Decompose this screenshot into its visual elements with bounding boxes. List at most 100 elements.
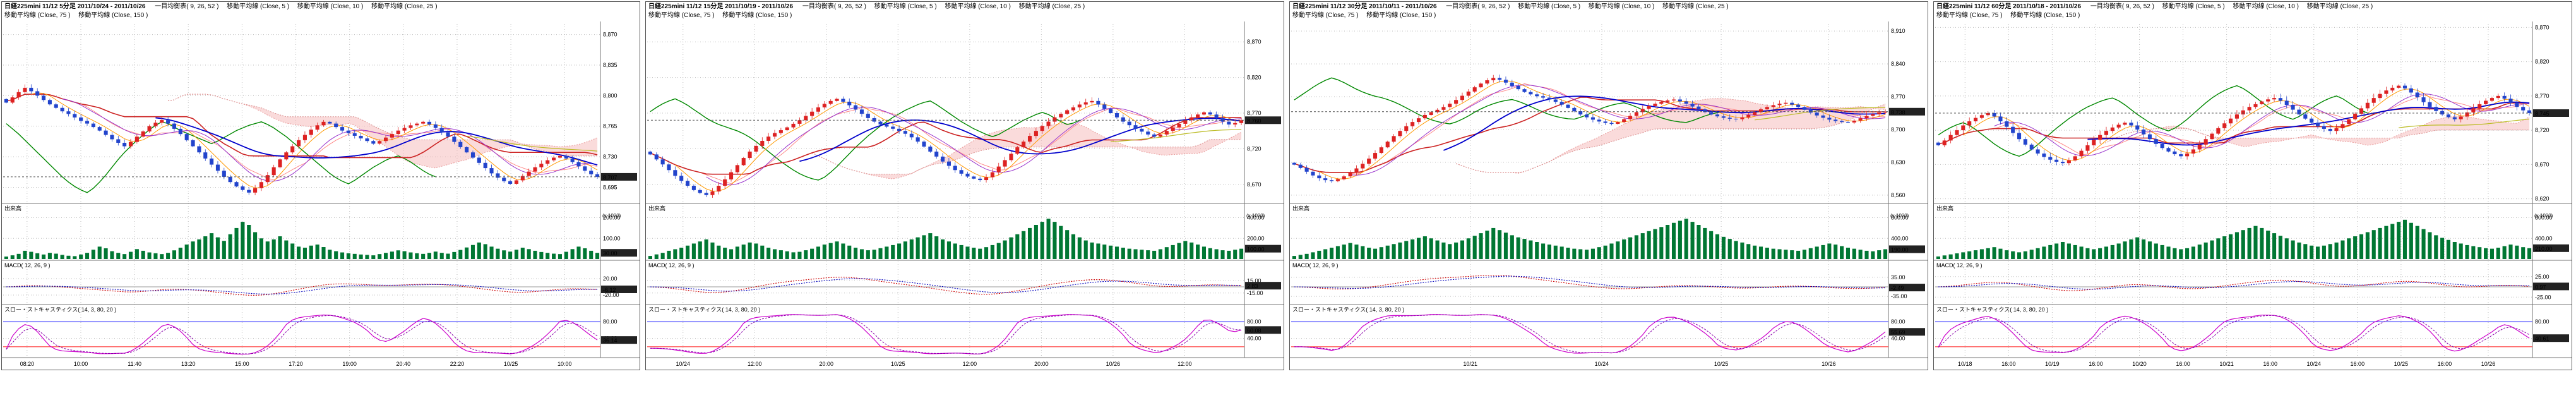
svg-text:8,730: 8,730 (603, 154, 617, 160)
svg-text:8,720: 8,720 (2535, 127, 2549, 133)
svg-text:-2.49: -2.49 (1891, 285, 1904, 291)
svg-text:出来高: 出来高 (648, 205, 665, 212)
svg-text:22:20: 22:20 (450, 361, 465, 367)
price-axis: 8,870 8,820 8,770 8,720 8,670 8,620 (1935, 24, 2549, 202)
moving-average-lines (31, 92, 598, 188)
svg-text:80.00: 80.00 (603, 318, 617, 325)
macd-section: 20.00 -20.00 MACD( 12, 26, 9 ) (3, 262, 619, 298)
svg-text:(x 1000): (x 1000) (1246, 213, 1265, 219)
panel-header: 日経225mini 11/12 60分足 2011/10/18 - 2011/1… (1934, 2, 2572, 21)
svg-text:100.00: 100.00 (1247, 246, 1265, 253)
legend-ma5: 移動平均線 (Close, 5 ) (227, 3, 290, 10)
svg-text:8,770: 8,770 (1891, 94, 1905, 100)
svg-text:20:40: 20:40 (397, 361, 411, 367)
legend-ma5: 移動平均線 (Close, 5 ) (1518, 3, 1581, 10)
svg-text:10/19: 10/19 (2045, 361, 2060, 367)
legend-ma5: 移動平均線 (Close, 5 ) (874, 3, 937, 10)
svg-text:10/25: 10/25 (1714, 361, 1729, 367)
svg-text:8,670: 8,670 (1247, 181, 1261, 188)
svg-text:8,870: 8,870 (1247, 39, 1261, 45)
svg-text:10/26: 10/26 (1822, 361, 1836, 367)
svg-text:190.00: 190.00 (1891, 246, 1909, 253)
legend-ma25: 移動平均線 (Close, 25 ) (1018, 3, 1085, 10)
chart-canvas[interactable]: 8,870 8,820 8,770 8,720 8,670 400.00 200.00 出来高… (646, 21, 1284, 370)
time-axis: 08:20 10:00 11:40 13:20 15:00 17:20 19:00 20:40… (20, 361, 572, 367)
legend-ma10: 移動平均線 (Close, 10 ) (945, 3, 1011, 10)
legend-ma150: 移動平均線 (Close, 150 ) (2010, 12, 2080, 19)
chart-panel-60min: 日経225mini 11/12 60分足 2011/10/18 - 2011/1… (1933, 1, 2572, 370)
panel-header: 日経225mini 11/12 30分足 2011/10/11 - 2011/1… (1290, 2, 1928, 21)
ichimoku-cloud (811, 123, 1242, 179)
legend-ichimoku: 一目均衡表( 9, 26, 52 ) (155, 3, 219, 10)
svg-text:40.00: 40.00 (1891, 335, 1905, 342)
svg-text:13:20: 13:20 (181, 361, 196, 367)
svg-text:08:20: 08:20 (20, 361, 35, 367)
svg-text:10/25: 10/25 (2394, 361, 2409, 367)
svg-text:8,560: 8,560 (1891, 192, 1905, 198)
svg-text:8,745: 8,745 (2535, 111, 2549, 117)
legend-ma10: 移動平均線 (Close, 10 ) (2233, 3, 2299, 10)
svg-text:400.00: 400.00 (2535, 235, 2553, 241)
svg-text:80.00: 80.00 (1891, 318, 1905, 325)
svg-text:-25.00: -25.00 (2535, 294, 2551, 300)
svg-text:210.00: 210.00 (2535, 246, 2553, 252)
svg-text:40.61: 40.61 (2535, 335, 2549, 342)
svg-text:16:00: 16:00 (2263, 361, 2277, 367)
chart-canvas[interactable]: 8,870 8,835 8,800 8,765 8,730 8,695 200.00 100.… (2, 21, 640, 370)
svg-text:8,840: 8,840 (1891, 61, 1905, 67)
svg-text:10/21: 10/21 (1464, 361, 1478, 367)
svg-text:MACD( 12, 26, 9 ): MACD( 12, 26, 9 ) (4, 262, 51, 269)
legend-ma150: 移動平均線 (Close, 150 ) (1366, 12, 1436, 19)
macd-section: 15.00 -15.00 MACD( 12, 26, 9 ) (647, 262, 1263, 296)
svg-text:80.00: 80.00 (2535, 318, 2549, 325)
svg-text:2.83: 2.83 (1247, 283, 1258, 289)
moving-average-lines (1319, 80, 1886, 179)
svg-text:スロー・ストキャスティクス( 14, 3, 80, 20 ): スロー・ストキャスティクス( 14, 3, 80, 20 ) (4, 306, 116, 313)
svg-text:30.00: 30.00 (603, 250, 617, 257)
legend-ma150: 移動平均線 (Close, 150 ) (78, 12, 148, 19)
svg-text:11:40: 11:40 (128, 361, 141, 367)
legend-ma75: 移動平均線 (Close, 75 ) (1292, 12, 1359, 19)
stochastics-section: 80.00 40.00 スロー・ストキャスティクス( 14, 3, 80, 20 ) (1291, 306, 1905, 354)
svg-text:16:00: 16:00 (2176, 361, 2190, 367)
svg-text:10/26: 10/26 (1106, 361, 1121, 367)
chart-panel-30min: 日経225mini 11/12 30分足 2011/10/11 - 2011/1… (1289, 1, 1928, 370)
ichimoku-cloud (2100, 116, 2530, 147)
svg-text:8,870: 8,870 (2535, 24, 2549, 30)
svg-text:25.00: 25.00 (2535, 274, 2549, 280)
price-axis: 8,910 8,840 8,770 8,700 8,630 8,560 (1291, 28, 1905, 198)
legend-ma75: 移動平均線 (Close, 75 ) (648, 12, 715, 19)
svg-text:-20.00: -20.00 (603, 292, 619, 298)
gridlines (3, 24, 600, 358)
svg-text:19:00: 19:00 (342, 361, 357, 367)
legend-ma10: 移動平均線 (Close, 10 ) (1588, 3, 1655, 10)
svg-text:8,760: 8,760 (1247, 118, 1261, 124)
price-axis: 8,870 8,835 8,800 8,765 8,730 8,695 (3, 32, 617, 191)
svg-text:12:00: 12:00 (1178, 361, 1192, 367)
svg-text:8,800: 8,800 (603, 92, 617, 99)
svg-text:MACD( 12, 26, 9 ): MACD( 12, 26, 9 ) (1936, 262, 1983, 269)
svg-text:15:00: 15:00 (235, 361, 249, 367)
svg-text:35.00: 35.00 (1891, 274, 1905, 281)
svg-text:MACD( 12, 26, 9 ): MACD( 12, 26, 9 ) (648, 262, 695, 269)
svg-text:-15.00: -15.00 (1247, 290, 1263, 296)
svg-text:8,670: 8,670 (2535, 161, 2549, 167)
legend-ma25: 移動平均線 (Close, 25 ) (371, 3, 438, 10)
moving-average-lines (1962, 88, 2530, 161)
svg-text:15.00: 15.00 (1247, 277, 1261, 284)
chart-canvas[interactable]: 8,910 8,840 8,770 8,700 8,630 8,560 800.00 400.… (1290, 21, 1928, 370)
svg-text:8,835: 8,835 (603, 62, 617, 68)
svg-text:(x 1000): (x 1000) (602, 213, 621, 219)
axis-badges: 8,760 100.00 2.83 60.08 (1245, 116, 1281, 334)
svg-text:出来高: 出来高 (1936, 205, 1953, 212)
candlesticks (1936, 83, 2532, 166)
ichimoku-cloud (1455, 98, 1886, 174)
legend-ichimoku: 一目均衡表( 9, 26, 52 ) (802, 3, 866, 10)
svg-text:8,770: 8,770 (1247, 110, 1261, 116)
section-dividers (646, 21, 1284, 358)
svg-text:8,695: 8,695 (603, 184, 617, 191)
chart-canvas[interactable]: 8,870 8,820 8,770 8,720 8,670 8,620 800.00 400.… (1934, 21, 2572, 370)
svg-text:8,820: 8,820 (2535, 59, 2549, 65)
candlesticks (1292, 75, 1888, 183)
svg-text:20:00: 20:00 (1034, 361, 1049, 367)
